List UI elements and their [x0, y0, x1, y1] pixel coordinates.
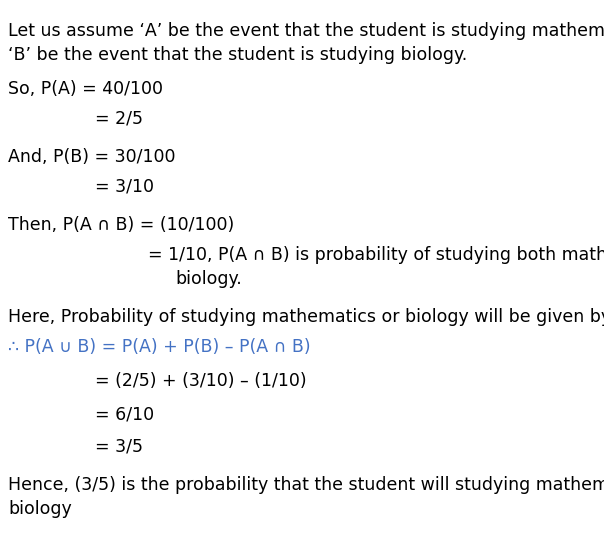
Text: = 6/10: = 6/10 — [95, 406, 154, 424]
Text: Then, P(A ∩ B) = (10/100): Then, P(A ∩ B) = (10/100) — [8, 215, 234, 233]
Text: So, P(A) = 40/100: So, P(A) = 40/100 — [8, 79, 163, 98]
Text: And, P(B) = 30/100: And, P(B) = 30/100 — [8, 148, 176, 166]
Text: ‘B’ be the event that the student is studying biology.: ‘B’ be the event that the student is stu… — [8, 45, 467, 63]
Text: = 1/10, P(A ∩ B) is probability of studying both mathematics and: = 1/10, P(A ∩ B) is probability of study… — [148, 246, 604, 263]
Text: = 3/5: = 3/5 — [95, 438, 143, 456]
Text: ∴ P(A ∪ B) = P(A) + P(B) – P(A ∩ B): ∴ P(A ∪ B) = P(A) + P(B) – P(A ∩ B) — [8, 337, 310, 356]
Text: = 2/5: = 2/5 — [95, 109, 143, 127]
Text: Hence, (3/5) is the probability that the student will studying mathematics or: Hence, (3/5) is the probability that the… — [8, 475, 604, 494]
Text: = 3/10: = 3/10 — [95, 177, 154, 196]
Text: Let us assume ‘A’ be the event that the student is studying mathematics and: Let us assume ‘A’ be the event that the … — [8, 22, 604, 41]
Text: biology.: biology. — [175, 271, 242, 288]
Text: biology: biology — [8, 500, 72, 519]
Text: Here, Probability of studying mathematics or biology will be given by P (AUB): Here, Probability of studying mathematic… — [8, 308, 604, 326]
Text: = (2/5) + (3/10) – (1/10): = (2/5) + (3/10) – (1/10) — [95, 373, 307, 391]
